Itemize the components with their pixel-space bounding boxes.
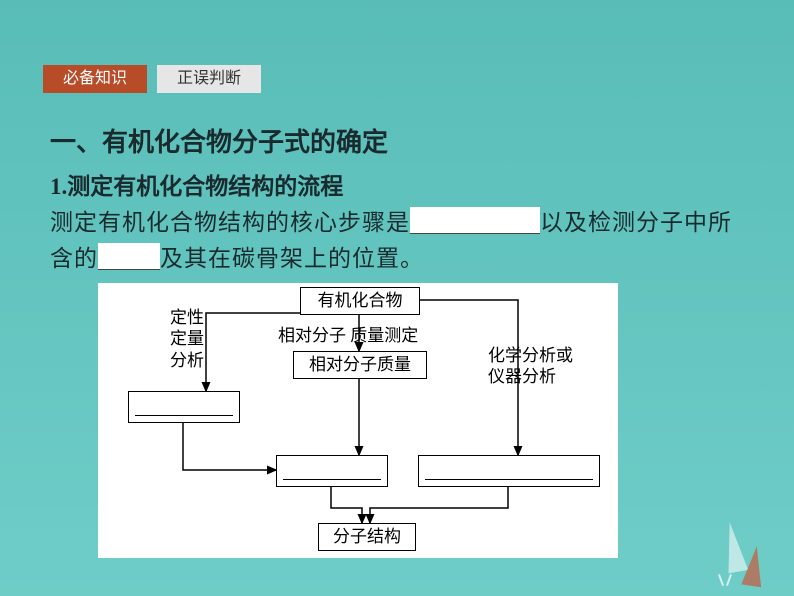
node-relative-mass: 相对分子质量 [293,351,427,379]
blank-1 [410,207,540,234]
node-blank-left [128,391,240,423]
label-mass-determination: 相对分子 质量测定 [278,325,418,346]
node-molecular-structure: 分子结构 [318,523,416,551]
spark-icon [716,568,736,586]
subsection-heading: 1.测定有机化合物结构的流程 [50,167,754,201]
label-chemical-analysis: 化学分析或 仪器分析 [488,345,573,388]
tab-required-knowledge[interactable]: 必备知识 [43,65,147,93]
flowchart: 有机化合物 相对分子质量 分子结构 定性 定量 分析 相对分子 质量测定 化学分… [98,283,618,558]
paragraph: 测定有机化合物结构的核心步骤是以及检测分子中所含的及其在碳骨架上的位置。 [50,205,754,277]
label-qualitative: 定性 定量 分析 [170,307,204,371]
tab-true-false[interactable]: 正误判断 [157,65,261,93]
tab-bar: 必备知识 正误判断 [43,65,261,93]
para-seg3: 及其在碳骨架上的位置。 [160,246,424,271]
para-seg1: 测定有机化合物结构的核心步骤是 [50,210,410,235]
blank-2 [98,243,160,270]
node-organic-compound: 有机化合物 [300,287,420,315]
section-heading: 一、有机化合物分子式的确定 [50,122,754,159]
arrow-icon [741,545,766,587]
node-blank-right [418,455,600,487]
content-area: 一、有机化合物分子式的确定 1.测定有机化合物结构的流程 测定有机化合物结构的核… [50,122,754,558]
node-blank-mid [276,455,388,487]
diagram-container: 有机化合物 相对分子质量 分子结构 定性 定量 分析 相对分子 质量测定 化学分… [98,283,754,558]
